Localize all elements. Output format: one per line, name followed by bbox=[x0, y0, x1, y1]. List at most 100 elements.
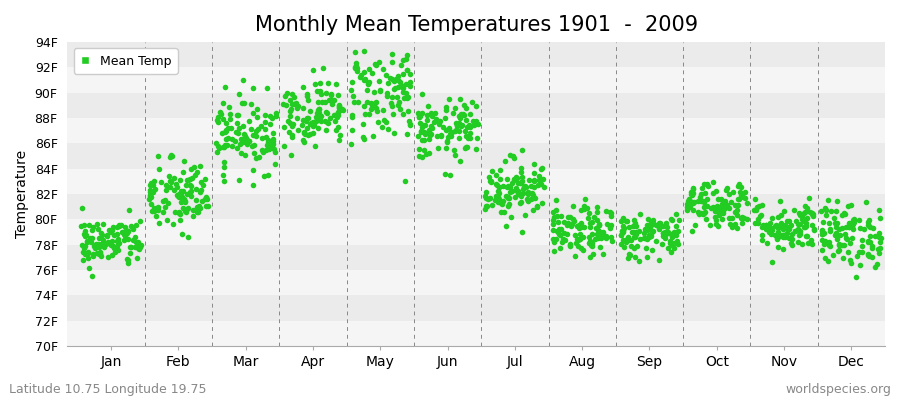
Point bbox=[780, 225, 795, 231]
Point bbox=[734, 183, 748, 190]
Point bbox=[627, 229, 642, 236]
Point bbox=[174, 192, 188, 198]
Point bbox=[644, 219, 658, 225]
Point bbox=[392, 99, 406, 105]
Point bbox=[569, 240, 583, 246]
Point bbox=[171, 191, 185, 198]
Point bbox=[385, 51, 400, 57]
Point bbox=[410, 110, 425, 116]
Point bbox=[463, 130, 477, 136]
Point bbox=[246, 132, 260, 138]
Point bbox=[104, 226, 119, 233]
Point bbox=[434, 132, 448, 138]
Point bbox=[176, 158, 191, 164]
Point bbox=[845, 226, 859, 232]
Point bbox=[661, 229, 675, 236]
Point bbox=[669, 211, 683, 217]
Point bbox=[190, 209, 204, 216]
Point bbox=[779, 218, 794, 225]
Point bbox=[377, 116, 392, 123]
Point bbox=[306, 66, 320, 73]
Point bbox=[855, 236, 869, 243]
Point bbox=[798, 203, 813, 209]
Point bbox=[830, 198, 844, 204]
Point bbox=[286, 100, 301, 107]
Point bbox=[799, 220, 814, 226]
Point bbox=[419, 112, 434, 118]
Point bbox=[863, 232, 878, 239]
Point bbox=[652, 226, 666, 232]
Point bbox=[258, 119, 273, 126]
Point bbox=[171, 193, 185, 199]
Point bbox=[616, 223, 630, 230]
Point bbox=[670, 222, 684, 229]
Point bbox=[180, 206, 194, 213]
Point bbox=[588, 236, 602, 242]
Point bbox=[104, 252, 119, 258]
Point bbox=[817, 239, 832, 246]
Point bbox=[76, 231, 91, 238]
Point bbox=[722, 191, 736, 197]
Point bbox=[570, 236, 584, 243]
Point bbox=[332, 105, 347, 112]
Point bbox=[754, 212, 769, 218]
Point bbox=[269, 113, 284, 119]
Point bbox=[777, 208, 791, 215]
Point bbox=[385, 59, 400, 66]
Point bbox=[249, 128, 264, 134]
Point bbox=[151, 153, 166, 159]
Point bbox=[80, 238, 94, 244]
Point bbox=[244, 101, 258, 108]
Point bbox=[656, 233, 670, 240]
Point bbox=[321, 120, 336, 126]
Point bbox=[387, 129, 401, 136]
Point bbox=[680, 204, 695, 210]
Point bbox=[412, 120, 427, 127]
Point bbox=[814, 208, 828, 214]
Point bbox=[276, 124, 291, 130]
Point bbox=[329, 114, 344, 120]
Point bbox=[244, 126, 258, 132]
Point bbox=[547, 213, 562, 220]
Point bbox=[799, 232, 814, 239]
Point bbox=[447, 105, 462, 111]
Point bbox=[417, 147, 431, 154]
Point bbox=[362, 66, 376, 72]
Point bbox=[199, 203, 213, 210]
Point bbox=[637, 235, 652, 241]
Point bbox=[815, 231, 830, 238]
Point bbox=[457, 112, 472, 118]
Point bbox=[749, 207, 763, 214]
Point bbox=[682, 204, 697, 210]
Point bbox=[347, 64, 362, 70]
Point bbox=[463, 122, 477, 129]
Point bbox=[283, 129, 297, 135]
Point bbox=[142, 187, 157, 193]
Point bbox=[113, 221, 128, 228]
Point bbox=[218, 142, 232, 148]
Point bbox=[92, 251, 106, 257]
Point bbox=[547, 248, 562, 254]
Point bbox=[187, 171, 202, 178]
Point bbox=[444, 133, 458, 139]
Point bbox=[296, 130, 310, 136]
Point bbox=[524, 183, 538, 190]
Point bbox=[526, 206, 540, 213]
Point bbox=[776, 224, 790, 231]
Point bbox=[110, 224, 124, 231]
Point bbox=[110, 231, 124, 237]
Point bbox=[391, 77, 405, 84]
Text: worldspecies.org: worldspecies.org bbox=[785, 383, 891, 396]
Point bbox=[781, 226, 796, 232]
Point bbox=[309, 114, 323, 120]
Point bbox=[596, 229, 610, 235]
Point bbox=[781, 224, 796, 230]
Point bbox=[505, 180, 519, 186]
Title: Monthly Mean Temperatures 1901  -  2009: Monthly Mean Temperatures 1901 - 2009 bbox=[255, 15, 698, 35]
Point bbox=[78, 228, 93, 235]
Point bbox=[331, 102, 346, 108]
Point bbox=[296, 84, 310, 90]
Point bbox=[591, 234, 606, 241]
Point bbox=[320, 90, 334, 96]
Point bbox=[814, 228, 829, 235]
